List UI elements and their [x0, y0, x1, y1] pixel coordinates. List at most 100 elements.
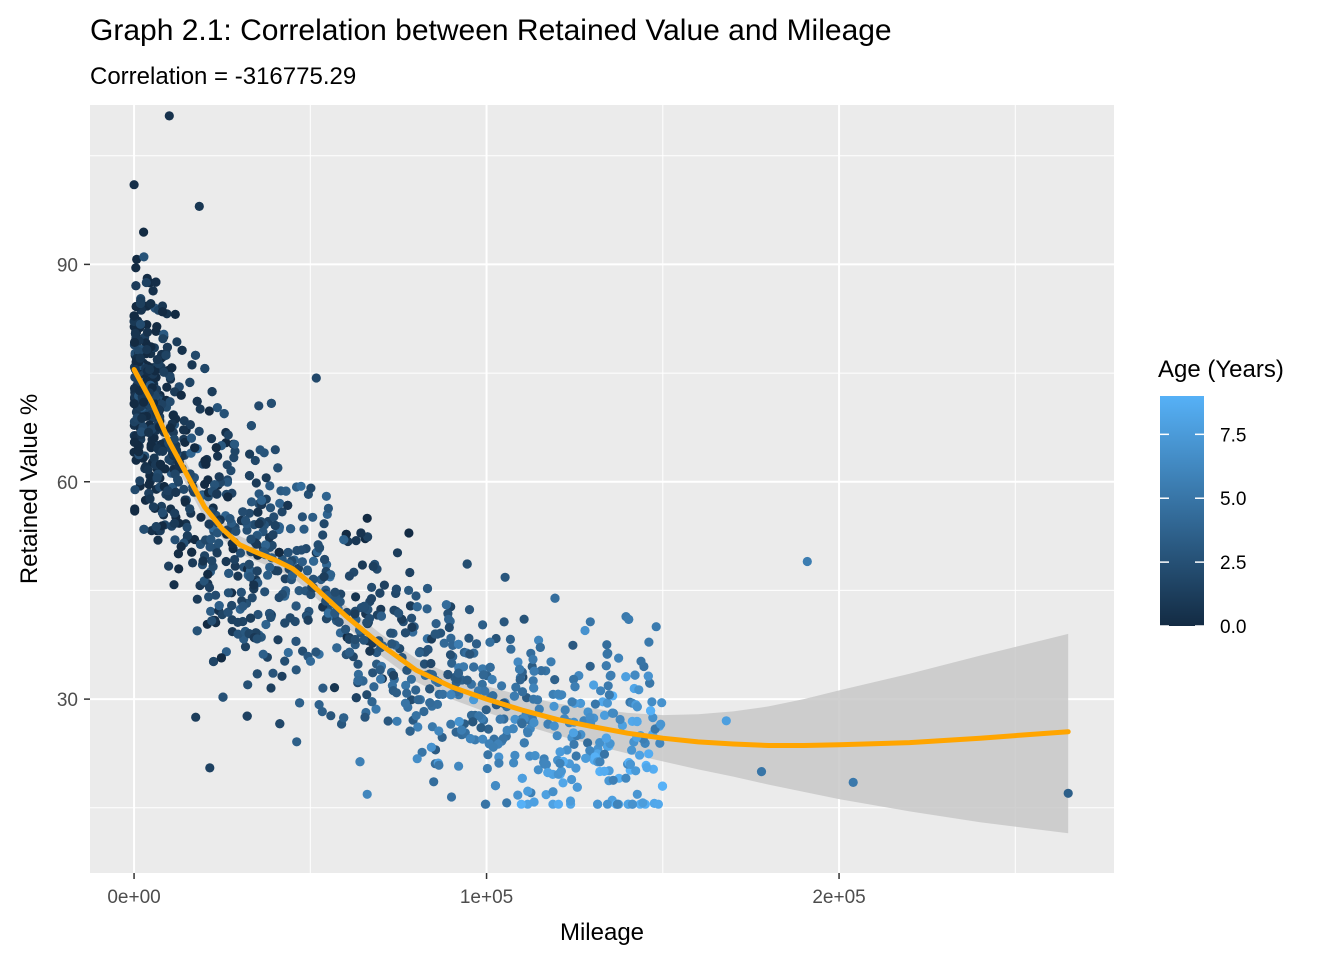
data-point [240, 642, 251, 652]
legend-ticks: 0.0 2.5 5.0 7.5 [1160, 425, 1246, 638]
data-point [172, 337, 182, 347]
data-point [351, 536, 361, 546]
data-point [335, 597, 345, 607]
data-point [386, 628, 396, 638]
data-point [353, 676, 363, 686]
data-point [170, 518, 180, 529]
data-point [446, 690, 456, 700]
data-point [425, 698, 435, 708]
data-point [553, 689, 563, 699]
data-point [306, 483, 316, 493]
data-point [314, 700, 324, 710]
y-tick-label: 60 [57, 473, 78, 494]
data-point [281, 486, 291, 496]
data-point [224, 568, 234, 579]
data-point [394, 608, 404, 618]
data-point [277, 671, 287, 681]
data-point [269, 512, 279, 522]
data-point [129, 180, 139, 190]
data-point [218, 692, 228, 702]
data-point [508, 758, 519, 768]
data-point [305, 656, 316, 666]
data-point [509, 691, 519, 701]
data-point [207, 387, 217, 397]
data-point [185, 420, 195, 430]
data-point [196, 512, 206, 522]
data-point [145, 364, 155, 375]
data-point [404, 528, 414, 538]
data-point [192, 396, 202, 406]
data-point [176, 541, 186, 552]
data-point [402, 688, 412, 698]
data-point [601, 733, 611, 743]
data-point [319, 572, 329, 582]
data-point [425, 684, 435, 694]
data-point [356, 528, 366, 538]
data-point [265, 503, 276, 513]
data-point [297, 557, 307, 567]
data-point [490, 781, 501, 791]
data-point [549, 701, 559, 712]
data-point [332, 643, 342, 653]
data-point [131, 263, 141, 273]
data-point [369, 682, 379, 692]
data-point [247, 593, 257, 603]
data-point [302, 565, 313, 575]
data-point [482, 763, 492, 774]
data-point [292, 737, 302, 747]
data-point [129, 311, 139, 321]
data-point [303, 615, 313, 625]
legend-tick-label: 2.5 [1220, 553, 1246, 574]
data-point [205, 542, 215, 552]
data-point [244, 559, 254, 570]
data-point [481, 705, 491, 715]
data-point [223, 430, 233, 440]
data-point [603, 681, 613, 691]
data-point [162, 382, 172, 392]
data-point [572, 782, 582, 792]
data-point [604, 690, 615, 700]
data-point [446, 719, 456, 729]
data-point [230, 554, 240, 565]
data-point [203, 475, 213, 485]
data-point [190, 350, 201, 360]
data-point [141, 277, 151, 288]
data-point [211, 590, 221, 600]
data-point [165, 423, 175, 433]
data-point [152, 355, 162, 365]
data-point [164, 111, 174, 121]
data-point [246, 421, 256, 431]
data-point [550, 593, 560, 603]
data-point [499, 617, 509, 627]
data-point [487, 674, 497, 685]
data-point [596, 686, 606, 696]
data-point [341, 624, 351, 635]
data-point [721, 716, 731, 726]
data-point [203, 569, 213, 579]
data-point [627, 799, 638, 809]
data-point [387, 639, 397, 649]
data-point [505, 634, 515, 645]
data-point [599, 710, 610, 721]
data-point [375, 665, 385, 675]
data-point [446, 792, 457, 802]
data-point [457, 725, 467, 735]
data-point [139, 524, 149, 534]
data-point [299, 524, 309, 534]
data-point [266, 398, 276, 408]
data-point [266, 612, 276, 623]
data-point [568, 640, 578, 650]
data-point [414, 648, 424, 658]
data-point [236, 587, 246, 598]
data-point [511, 682, 521, 692]
data-point [173, 475, 183, 485]
data-point [168, 410, 178, 420]
data-point [413, 695, 423, 705]
data-point [159, 367, 169, 377]
data-point [513, 790, 523, 800]
data-point [270, 520, 280, 531]
data-point [523, 728, 533, 738]
data-point [231, 526, 241, 537]
data-point [185, 504, 195, 514]
data-point [444, 622, 454, 633]
